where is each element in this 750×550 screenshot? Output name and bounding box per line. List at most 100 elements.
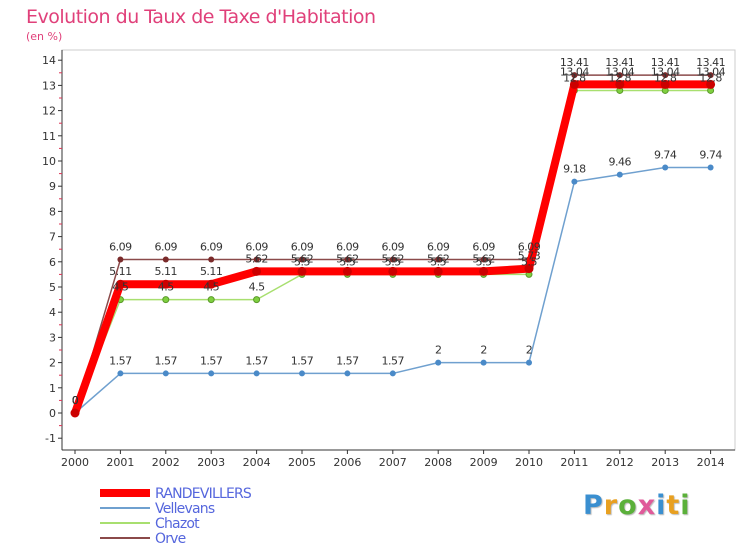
data-point: [389, 370, 396, 377]
data-point: [616, 171, 623, 178]
data-point: [344, 256, 351, 263]
data-point: [707, 164, 714, 171]
x-tick-label: 2001: [106, 456, 134, 469]
logo-letter: P: [583, 490, 604, 521]
proxiti-logo: Proxiti: [583, 490, 691, 521]
data-label: 12.8: [609, 71, 632, 84]
data-point: [117, 370, 124, 377]
data-label: 5.5: [294, 255, 310, 268]
data-label: 0: [72, 394, 79, 407]
y-tick-label: 13: [42, 79, 56, 92]
data-label: 5.11: [155, 265, 178, 278]
data-point: [253, 256, 260, 263]
logo-letter: i: [680, 490, 691, 521]
data-label: 9.46: [609, 156, 632, 169]
data-label: 0: [72, 394, 79, 407]
y-tick-label: 11: [42, 130, 56, 143]
data-label: 1.57: [382, 354, 405, 367]
x-tick-label: 2014: [697, 456, 725, 469]
data-label: 5.5: [476, 255, 492, 268]
y-tick-label: 0: [49, 407, 56, 420]
y-tick-label: 10: [42, 155, 56, 168]
data-point: [344, 370, 351, 377]
legend-label: RANDEVILLERS: [155, 486, 252, 502]
x-tick-label: 2002: [152, 456, 180, 469]
data-label: 12.8: [699, 71, 722, 84]
data-point: [208, 370, 215, 377]
data-point: [299, 370, 305, 377]
data-label: 12.8: [654, 71, 677, 84]
data-label: 5.62: [472, 252, 495, 265]
data-point: [480, 256, 487, 263]
data-label: 1.57: [109, 354, 132, 367]
data-label: 4.5: [249, 281, 265, 294]
data-label: 6.09: [109, 241, 132, 254]
legend-label: Orve: [155, 531, 186, 547]
data-point: [707, 72, 714, 79]
x-tick-label: 2013: [651, 456, 679, 469]
data-point: [662, 164, 669, 171]
y-tick-label: 2: [49, 357, 56, 370]
x-tick-label: 2011: [560, 456, 588, 469]
data-point: [435, 256, 442, 263]
y-tick-label: 3: [49, 331, 56, 344]
y-tick-label: 7: [49, 231, 56, 244]
data-point: [162, 370, 169, 377]
data-point: [662, 72, 669, 79]
data-point: [435, 359, 442, 366]
data-label: 13.41: [560, 56, 589, 69]
x-tick-label: 2003: [197, 456, 225, 469]
data-label: 9.74: [699, 149, 722, 162]
data-label: 2: [526, 344, 533, 357]
data-label: 2: [480, 344, 487, 357]
data-label: 5.62: [245, 252, 268, 265]
data-point: [615, 79, 625, 89]
data-label: 5.62: [336, 252, 359, 265]
x-tick-label: 2005: [288, 456, 316, 469]
logo-letter: t: [666, 490, 681, 521]
y-tick-label: 5: [49, 281, 56, 294]
data-point: [706, 79, 716, 89]
data-label: 6.09: [336, 241, 359, 254]
data-label: 1.57: [291, 354, 314, 367]
data-label: 13.41: [605, 56, 634, 69]
data-label: 13.04: [696, 65, 725, 78]
x-tick-label: 2012: [606, 456, 634, 469]
data-label: 0: [72, 394, 79, 407]
data-label: 5.62: [427, 252, 450, 265]
data-label: 6.09: [200, 241, 223, 254]
x-tick-label: 2009: [470, 456, 498, 469]
data-label: 6.09: [518, 241, 541, 254]
data-label: 5.62: [382, 252, 405, 265]
data-point: [433, 266, 443, 276]
data-label: 0: [72, 394, 79, 407]
data-label: 13.04: [605, 65, 634, 78]
data-point: [479, 266, 489, 276]
data-label: 4.5: [158, 281, 174, 294]
data-point: [569, 79, 579, 89]
data-label: 13.04: [651, 65, 680, 78]
data-label: 13.41: [651, 56, 680, 69]
data-point: [480, 359, 487, 366]
data-label: 12.8: [563, 71, 586, 84]
data-label: 6.09: [155, 241, 178, 254]
data-label: 13.41: [696, 56, 725, 69]
data-label: 6.09: [472, 241, 495, 254]
data-label: 5.5: [430, 255, 446, 268]
logo-letter: x: [637, 490, 657, 521]
data-point: [253, 370, 260, 377]
x-tick-label: 2007: [379, 456, 407, 469]
y-tick-label: 1: [49, 382, 56, 395]
x-tick-label: 2010: [515, 456, 543, 469]
data-point: [571, 178, 578, 185]
y-tick-label: 12: [42, 105, 56, 118]
x-tick-label: 2006: [333, 456, 361, 469]
data-point: [388, 266, 398, 276]
data-label: 13.04: [560, 65, 589, 78]
x-tick-label: 2004: [243, 456, 271, 469]
data-label: 6.09: [427, 241, 450, 254]
y-tick-label: 6: [49, 256, 56, 269]
logo-letter: r: [603, 490, 619, 521]
